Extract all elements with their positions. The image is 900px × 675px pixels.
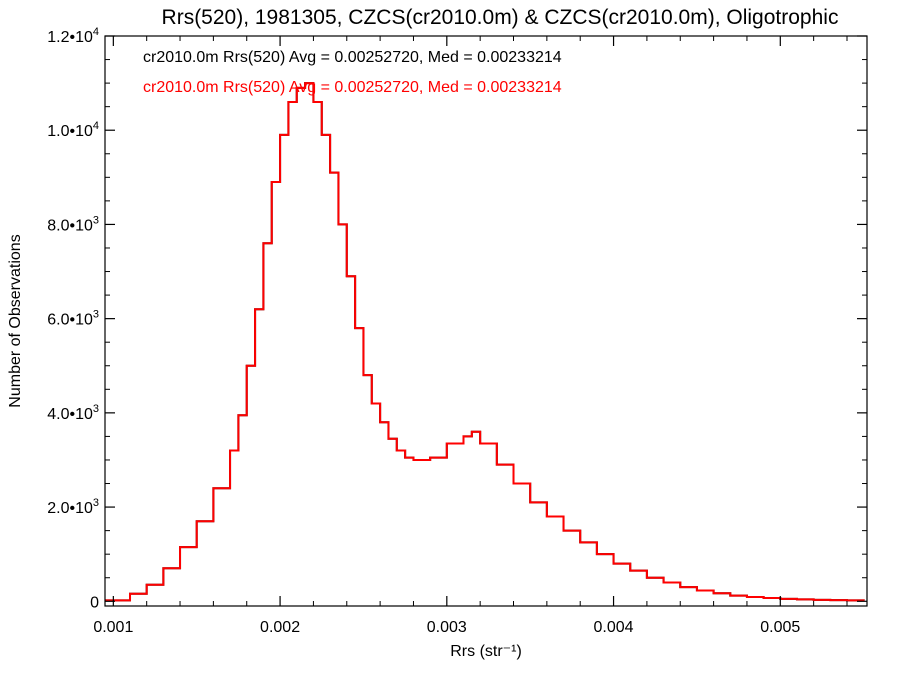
x-axis: 0.001 0.002 0.003 0.004 0.005	[93, 36, 848, 636]
series-line-0	[105, 82, 865, 602]
y-axis: 0 2.0•103 4.0•103 6.0•103 8.0•103 1.0•104 1.2•…	[47, 26, 867, 611]
x-tick-label: 0.002	[260, 619, 300, 636]
plot-area	[105, 82, 865, 602]
x-tick-label: 0.001	[93, 619, 133, 636]
x-tick-label: 0.004	[594, 619, 634, 636]
x-tick-label: 0.003	[427, 619, 467, 636]
legend-entry-red: cr2010.0m Rrs(520) Avg = 0.00252720, Med…	[143, 79, 562, 96]
plot-frame	[104, 35, 868, 607]
chart-title: Rrs(520), 1981305, CZCS(cr2010.0m) & CZC…	[162, 6, 839, 29]
y-axis-label: Number of Observations	[7, 234, 24, 407]
y-tick-label: 0	[90, 594, 99, 611]
series-line-1	[105, 82, 865, 602]
y-tick-label: 1.2•104	[47, 26, 99, 46]
y-tick-label: 8.0•103	[47, 214, 99, 234]
y-tick-label: 2.0•103	[47, 497, 99, 517]
y-tick-label: 4.0•103	[47, 403, 99, 423]
x-axis-label: Rrs (str⁻¹)	[450, 643, 522, 660]
x-tick-label: 0.005	[760, 619, 800, 636]
y-tick-label: 1.0•104	[47, 120, 99, 140]
legend-entry-black: cr2010.0m Rrs(520) Avg = 0.00252720, Med…	[143, 49, 562, 66]
y-tick-label: 6.0•103	[47, 309, 99, 329]
legend: cr2010.0m Rrs(520) Avg = 0.00252720, Med…	[143, 49, 562, 96]
